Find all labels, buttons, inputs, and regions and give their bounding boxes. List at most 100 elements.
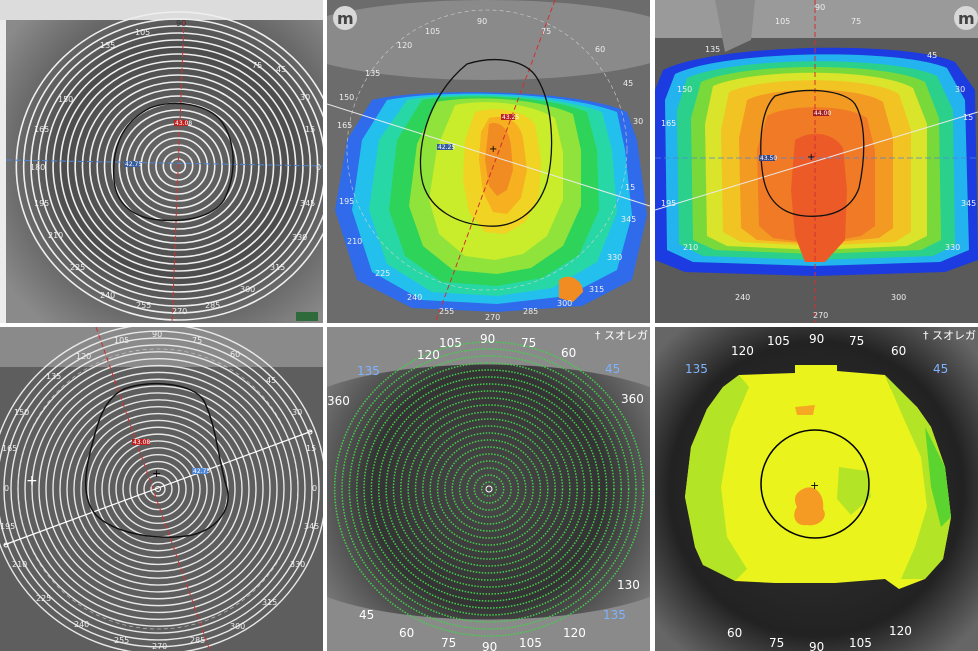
label-left: 180 (30, 163, 45, 172)
tick-label: 330 (607, 253, 622, 262)
placido-ring (370, 376, 608, 602)
placido-ring (363, 369, 615, 609)
placido-ring (103, 95, 253, 237)
pupil-outline (419, 59, 553, 227)
tick-label: 210 (347, 237, 362, 246)
tick-label: 345 (304, 522, 319, 531)
tick-label: 105 (519, 636, 542, 650)
tick-label: 210 (48, 231, 63, 240)
tangential-map-svg: + 44.00 43.50 m 90 270 105 75 135 45 150… (655, 0, 978, 323)
placido-ring (30, 25, 323, 307)
placido-axes-svg: + 43.08 42.75 + 120 105 90 75 60 135 45 … (0, 327, 323, 651)
label-bottom: 270 (813, 311, 828, 320)
tick-label: 105 (775, 17, 790, 26)
placido-ring (414, 418, 564, 560)
tick-label: 345 (961, 199, 976, 208)
placido-ring (115, 447, 201, 531)
tick-label: 330 (292, 233, 307, 242)
flat-k-value: 42.75 (125, 161, 142, 168)
tick-label: 210 (683, 243, 698, 252)
label-bottom: 270 (172, 307, 187, 316)
placido-ring (150, 481, 166, 497)
tick-label: 240 (407, 293, 422, 302)
flat-k-value: 43.50 (760, 155, 777, 162)
placido-ring (59, 392, 257, 586)
tick-label: 120 (76, 352, 91, 361)
placido-ring (451, 453, 527, 525)
tick-label: 135 (46, 372, 61, 381)
tick-label: 135 (603, 608, 626, 622)
tick-label: 105 (135, 28, 150, 37)
tick-label: 330 (945, 243, 960, 252)
placido-ring (45, 378, 271, 600)
tick-label: 75 (252, 61, 262, 70)
tick-label: 195 (339, 197, 354, 206)
hot-spot (559, 276, 583, 302)
label-bottom: 270 (485, 313, 500, 322)
tick-label: 165 (661, 119, 676, 128)
tick-label: 45 (933, 362, 948, 376)
tick-label: 210 (12, 560, 27, 569)
flat-k-badge (437, 144, 453, 150)
steep-k-value: 43.25 (502, 114, 519, 121)
panel-placido-rings: 43.08 42.75 90 180 0 270 105 75 135 45 1… (0, 0, 323, 323)
tick-label: 300 (230, 622, 245, 631)
plus-marker: + (26, 473, 38, 489)
tick-label: 225 (375, 269, 390, 278)
steep-k-badge (174, 120, 188, 126)
flat-axis (327, 103, 650, 207)
tick-label: 345 (621, 215, 636, 224)
green-ring-group (333, 341, 645, 637)
tick-label: 75 (849, 334, 864, 348)
pupil-outline (112, 102, 234, 222)
placido-ring (333, 341, 645, 637)
placido-ring (341, 348, 637, 630)
tick-label: 105 (114, 336, 129, 345)
steep-zone (794, 487, 825, 526)
placido-ring (140, 130, 216, 202)
steep-k-badge (501, 114, 515, 120)
tick-label: 60 (891, 344, 906, 358)
tick-label: 75 (541, 27, 551, 36)
flat-k-value: 42.25 (438, 144, 455, 151)
placido-ring (38, 371, 278, 607)
tick-label: 195 (34, 199, 49, 208)
steep-k-value: 44.00 (814, 110, 831, 117)
tick-label: 285 (523, 307, 538, 316)
placido-svg: 43.08 42.75 90 180 0 270 105 75 135 45 1… (0, 0, 323, 323)
panel-placido-axes: + 43.08 42.75 + 120 105 90 75 60 135 45 … (0, 327, 323, 651)
tick-label: 45 (927, 51, 937, 60)
placido-ring (122, 453, 194, 524)
placido-ring (400, 404, 578, 574)
tick-label: 135 (705, 45, 720, 54)
tick-label: 45 (605, 362, 620, 376)
axial-map-svg: + 43.25 42.25 m 90 270 105 75 120 60 135… (327, 0, 650, 323)
placido-ring (378, 383, 600, 595)
tick-label: 255 (114, 636, 129, 645)
steep-axis (95, 327, 211, 651)
ring-detection-svg: 120 105 90 75 60 135 45 360 360 130 45 6… (327, 327, 650, 651)
tick-label: 75 (441, 636, 456, 650)
tick-label: 315 (262, 598, 277, 607)
tick-label: 135 (100, 41, 115, 50)
flat-k-value: 42.75 (193, 468, 210, 475)
m-logo-text: m (337, 9, 354, 28)
flat-axis (655, 111, 978, 211)
tick-label: 15 (306, 444, 316, 453)
placido-ring (473, 474, 505, 504)
tick-label: 75 (192, 336, 202, 345)
tick-label: 135 (685, 362, 708, 376)
steep-k-value: 43.08 (133, 439, 150, 446)
placido-ring (24, 357, 292, 621)
pupil-outline (760, 89, 865, 217)
m-logo (333, 6, 357, 30)
tick-label: 165 (337, 121, 352, 130)
tick-label: 45 (266, 376, 276, 385)
placido-ring (22, 18, 323, 314)
tick-label: 165 (34, 125, 49, 134)
center-cross: + (807, 152, 815, 163)
placido-ring (94, 426, 222, 552)
placido-ring (52, 385, 264, 593)
label-top: 90 (815, 3, 825, 12)
placido-ring (74, 67, 282, 265)
